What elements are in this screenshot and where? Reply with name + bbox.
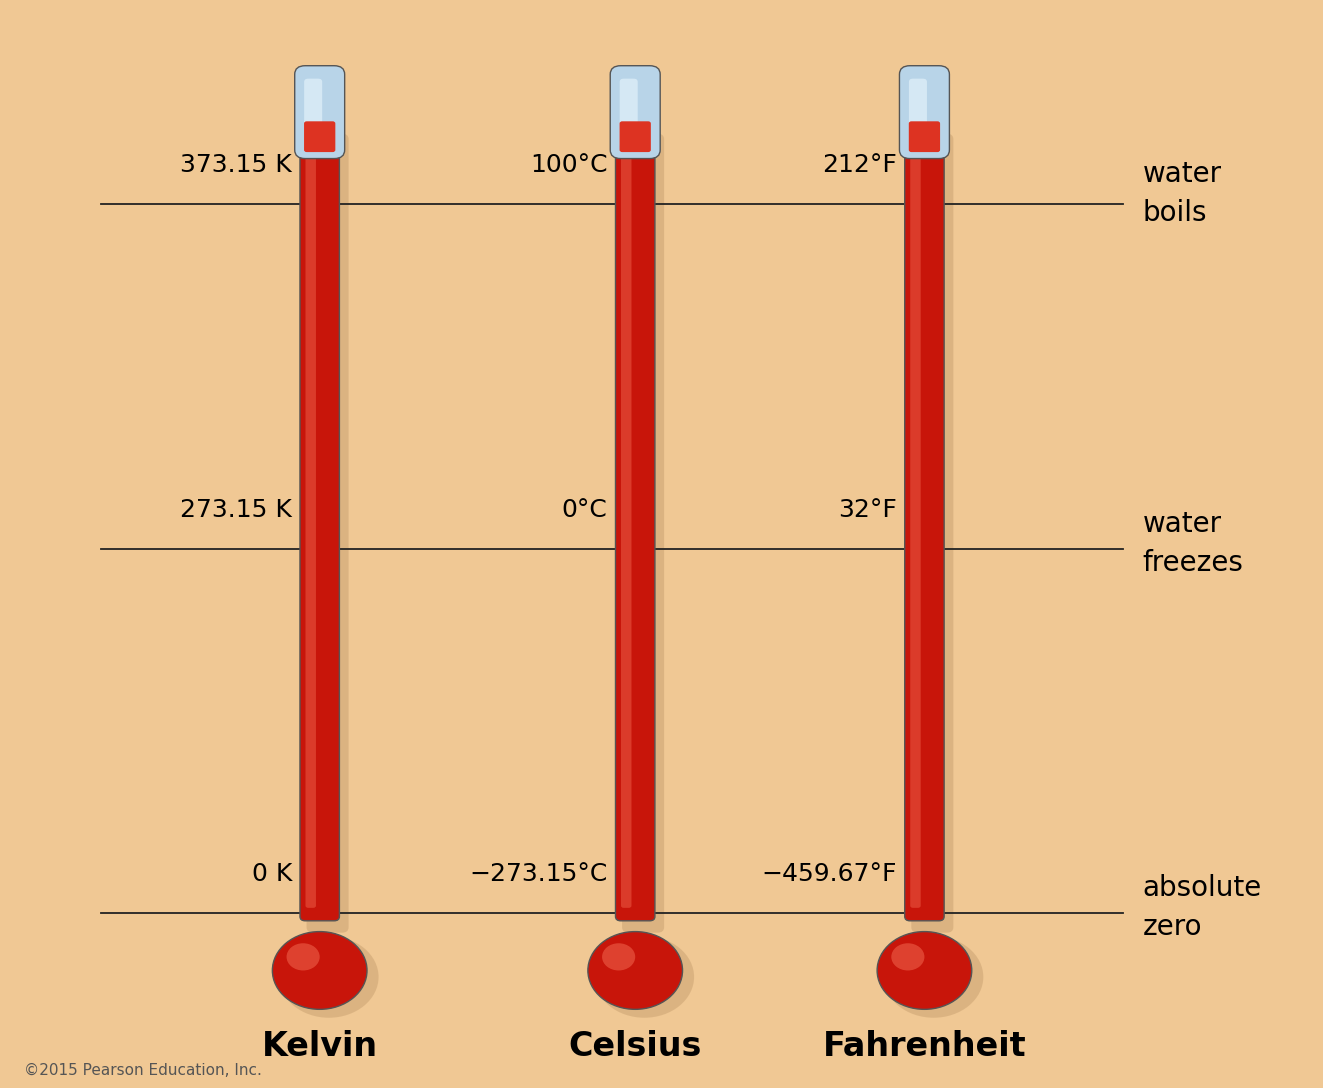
FancyBboxPatch shape (619, 78, 638, 148)
Circle shape (595, 936, 695, 1017)
Circle shape (877, 931, 972, 1010)
Circle shape (602, 943, 635, 970)
Circle shape (273, 931, 366, 1010)
Circle shape (884, 936, 983, 1017)
FancyBboxPatch shape (300, 135, 340, 920)
FancyBboxPatch shape (615, 135, 655, 920)
Text: Celsius: Celsius (569, 1029, 703, 1063)
Text: absolute
zero: absolute zero (1143, 875, 1262, 941)
Text: Kelvin: Kelvin (262, 1029, 378, 1063)
Text: −273.15°C: −273.15°C (470, 863, 607, 887)
Circle shape (587, 931, 683, 1010)
Text: 0 K: 0 K (251, 863, 292, 887)
Text: 273.15 K: 273.15 K (180, 498, 292, 522)
FancyBboxPatch shape (900, 65, 950, 159)
FancyBboxPatch shape (909, 121, 941, 152)
FancyBboxPatch shape (619, 121, 651, 152)
Circle shape (892, 943, 925, 970)
Text: water
freezes: water freezes (1143, 510, 1244, 578)
FancyBboxPatch shape (304, 78, 323, 148)
FancyBboxPatch shape (306, 148, 316, 907)
Text: 212°F: 212°F (822, 153, 897, 177)
Text: water
boils: water boils (1143, 160, 1222, 226)
Text: 100°C: 100°C (531, 153, 607, 177)
FancyBboxPatch shape (622, 134, 664, 932)
FancyBboxPatch shape (304, 121, 335, 152)
FancyBboxPatch shape (307, 134, 348, 932)
Text: 0°C: 0°C (562, 498, 607, 522)
Text: 32°F: 32°F (837, 498, 897, 522)
FancyBboxPatch shape (620, 148, 631, 907)
Text: −459.67°F: −459.67°F (761, 863, 897, 887)
FancyBboxPatch shape (610, 65, 660, 159)
FancyBboxPatch shape (295, 65, 345, 159)
Text: Fahrenheit: Fahrenheit (823, 1029, 1027, 1063)
FancyBboxPatch shape (912, 134, 954, 932)
Text: ©2015 Pearson Education, Inc.: ©2015 Pearson Education, Inc. (24, 1063, 262, 1078)
FancyBboxPatch shape (909, 78, 927, 148)
Text: 373.15 K: 373.15 K (180, 153, 292, 177)
FancyBboxPatch shape (905, 135, 945, 920)
Circle shape (279, 936, 378, 1017)
Circle shape (287, 943, 320, 970)
FancyBboxPatch shape (910, 148, 921, 907)
